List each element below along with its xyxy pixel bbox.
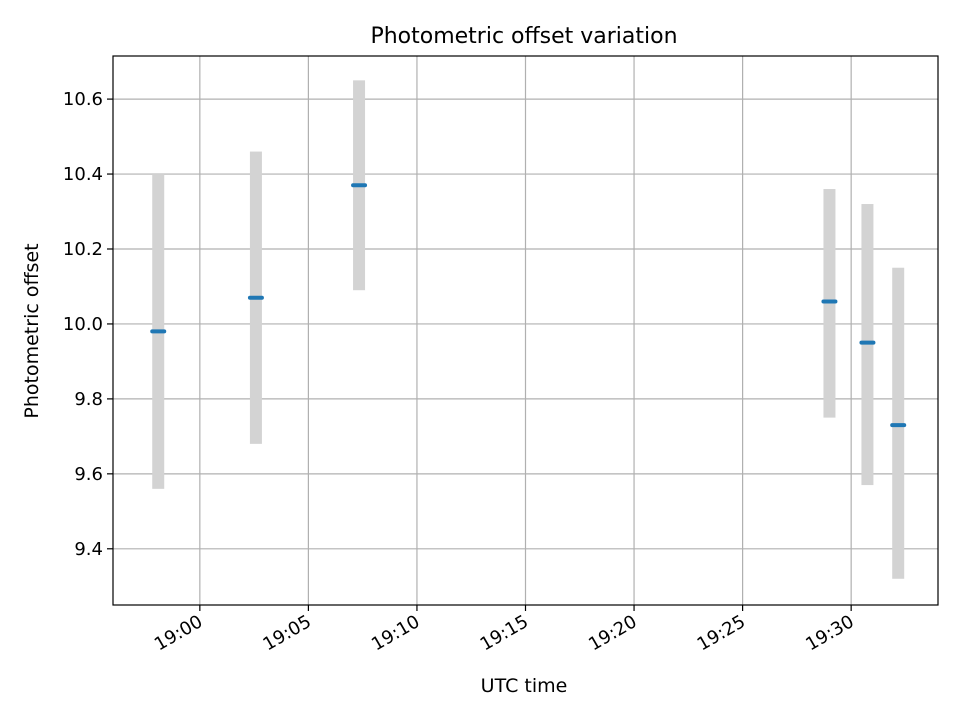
y-tick-label: 10.2 [63,239,103,260]
y-tick-label: 10.6 [63,89,103,110]
x-tick-label: 19:05 [259,611,314,655]
y-axis-label: Photometric offset [21,243,43,418]
x-tick-label: 19:30 [802,611,857,655]
x-tick-label: 19:00 [151,611,206,655]
x-tick-label: 19:10 [368,611,423,655]
data-points [150,183,907,428]
y-tick-label: 10.4 [63,164,103,185]
x-tick-label: 19:20 [585,611,640,655]
x-axis-ticks: 19:00 19:05 19:10 19:15 19:20 19:25 19:30 [151,605,858,655]
chart-title: Photometric offset variation [370,24,677,49]
y-tick-label: 9.8 [74,389,103,410]
y-tick-label: 9.4 [74,539,103,560]
y-tick-label: 9.6 [74,464,103,485]
y-axis-ticks: 9.4 9.6 9.8 10.0 10.2 10.4 10.6 [63,89,113,560]
x-axis-label: UTC time [481,675,568,697]
x-tick-label: 19:15 [477,611,532,655]
y-tick-label: 10.0 [63,314,103,335]
range-bars [152,80,905,579]
x-tick-label: 19:25 [694,611,749,655]
grid [113,56,938,605]
